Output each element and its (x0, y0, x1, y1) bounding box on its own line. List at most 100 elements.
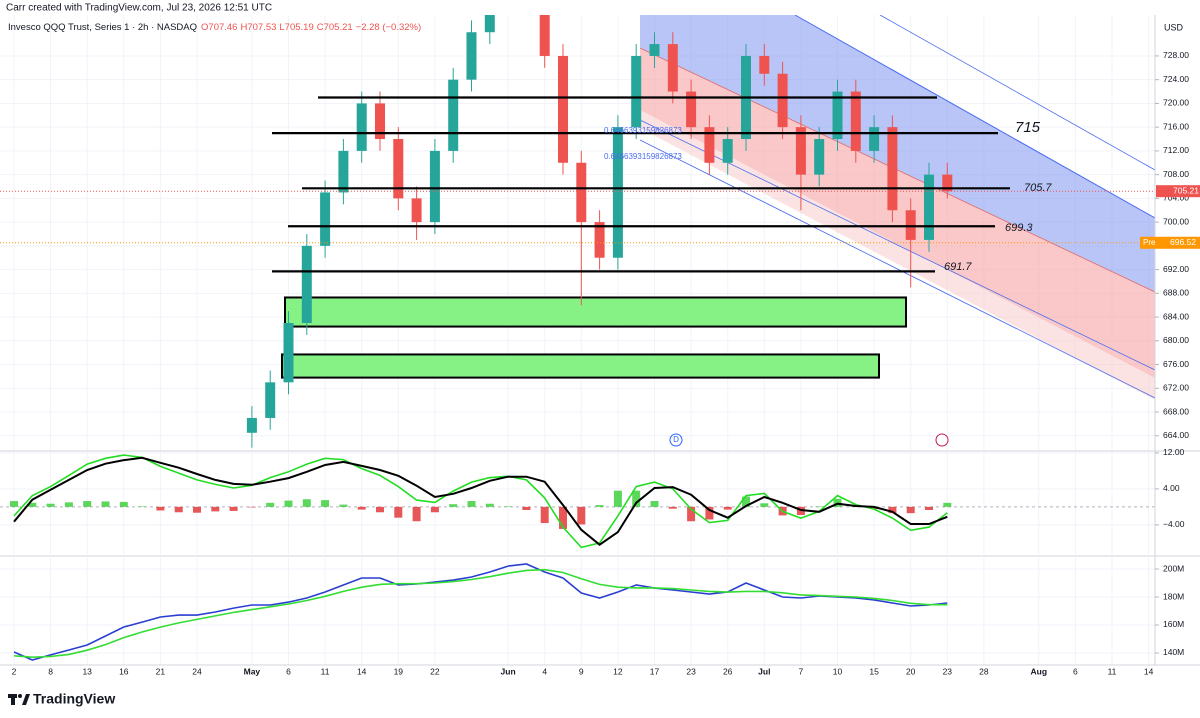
histogram-bar (376, 506, 384, 513)
candles: 715 705.7 699.3 691.7 0.6466393159826873 0.64… (246, 15, 1052, 448)
histogram-bar (138, 506, 147, 507)
level-label: 715 (1015, 119, 1041, 136)
y-tick-label: 160M (1163, 619, 1184, 629)
indicator-line (13, 454, 948, 549)
y-tick-label: 672.00 (1163, 383, 1189, 393)
x-tick-label: 7 (799, 666, 804, 676)
x-tick-label: 23 (686, 666, 696, 676)
histogram-bar (577, 506, 586, 525)
y-tick-label: 688.00 (1163, 288, 1189, 298)
x-tick-label: 15 (869, 666, 879, 676)
channel-lower-fill (640, 48, 1155, 378)
x-tick-label: 11 (321, 666, 330, 676)
histogram-bar (687, 506, 696, 522)
histogram-bar (430, 506, 439, 513)
x-tick-label: 28 (979, 666, 989, 676)
histogram-bar (595, 505, 604, 507)
histogram-bar (284, 500, 293, 507)
candle-body (265, 382, 276, 418)
histogram-bar (247, 506, 256, 508)
candle-body (558, 55, 568, 163)
histogram-bar (394, 506, 403, 518)
histogram-bar (632, 490, 641, 507)
histogram-bar (412, 506, 421, 522)
pre-price-label: 696.52 (1170, 237, 1196, 247)
candle-body (612, 127, 623, 258)
histogram-bar (28, 502, 37, 507)
x-tick-label: 14 (1144, 666, 1154, 676)
candle-body (393, 139, 404, 199)
pre-label: Pre (1143, 238, 1156, 247)
x-tick-label: 22 (430, 666, 440, 676)
indicator-line (13, 563, 948, 661)
x-tick-label: 17 (650, 666, 660, 676)
histogram-bar (156, 506, 165, 511)
candle-body (850, 91, 861, 151)
y-tick-label: 180M (1163, 591, 1184, 601)
logo-mark (22, 694, 30, 705)
axis-unit: USD (1164, 22, 1184, 32)
last-price-badge (1156, 185, 1200, 198)
histogram-bar (485, 503, 494, 507)
event-marker (935, 433, 949, 447)
grid-layer (0, 15, 1155, 665)
histogram-bar (742, 496, 750, 507)
support-zone (284, 296, 907, 328)
histogram-bar (906, 506, 915, 514)
candle-body (375, 103, 385, 140)
y-tick-label: 708.00 (1163, 169, 1189, 179)
x-tick-label: 20 (906, 666, 916, 676)
x-tick-label: 24 (192, 666, 202, 676)
channel-line (794, 15, 1155, 219)
y-tick-label: 664.00 (1163, 430, 1189, 440)
candle-body (722, 139, 733, 163)
y-tick-label: 704.00 (1163, 193, 1189, 203)
channel-line (639, 47, 1155, 293)
channel-line (639, 139, 1155, 399)
x-tick-label: 26 (723, 666, 733, 676)
y-tick-label: 712.00 (1163, 145, 1189, 155)
y-tick-label: −4.00 (1163, 519, 1185, 529)
candle-body (887, 127, 898, 211)
channel-label: 0.6466393159826873 (604, 126, 682, 135)
histogram-bar (302, 499, 311, 507)
y-tick-label: 668.00 (1163, 406, 1189, 416)
ohlc-open: O707.46 (201, 22, 237, 33)
candle-body (594, 222, 605, 258)
histogram-bar (46, 503, 55, 507)
histogram-bar (723, 506, 732, 510)
histogram-bar (943, 502, 952, 507)
footer-logo: TradingView (8, 691, 115, 707)
x-tick-label: 4 (542, 666, 547, 676)
candle-body (246, 417, 257, 433)
x-tick-label: Jul (758, 666, 770, 676)
histogram-bar (357, 506, 366, 510)
histogram-bar (64, 502, 73, 507)
credit: Carr created with TradingView.com, Jul 2… (6, 3, 272, 14)
y-tick-label: 720.00 (1163, 98, 1189, 108)
candle-body (301, 245, 312, 324)
candle-body (704, 127, 715, 163)
dividend-marker-label: D (673, 435, 679, 444)
x-tick-label: 6 (286, 666, 291, 676)
histogram-bar (925, 506, 933, 511)
histogram-bar (888, 506, 897, 514)
histogram-bar (229, 506, 238, 511)
histogram-bar (193, 506, 201, 513)
candle-body (686, 91, 697, 128)
oscillator (0, 454, 1155, 549)
histogram-bar (650, 501, 659, 507)
level-label: 699.3 (1005, 222, 1033, 234)
level-label: 705.7 (1024, 182, 1052, 194)
x-tick-label: 10 (833, 666, 843, 676)
volume-indicator (13, 563, 948, 661)
candle-body (942, 174, 953, 192)
y-tick-label: 728.00 (1163, 50, 1189, 60)
histogram-bar (174, 506, 183, 513)
y-tick-label: 724.00 (1163, 74, 1189, 84)
ohlc-close: C705.21 (317, 22, 353, 33)
candle-body (448, 79, 459, 151)
candle-body (283, 323, 294, 383)
histogram-bar (339, 504, 348, 507)
